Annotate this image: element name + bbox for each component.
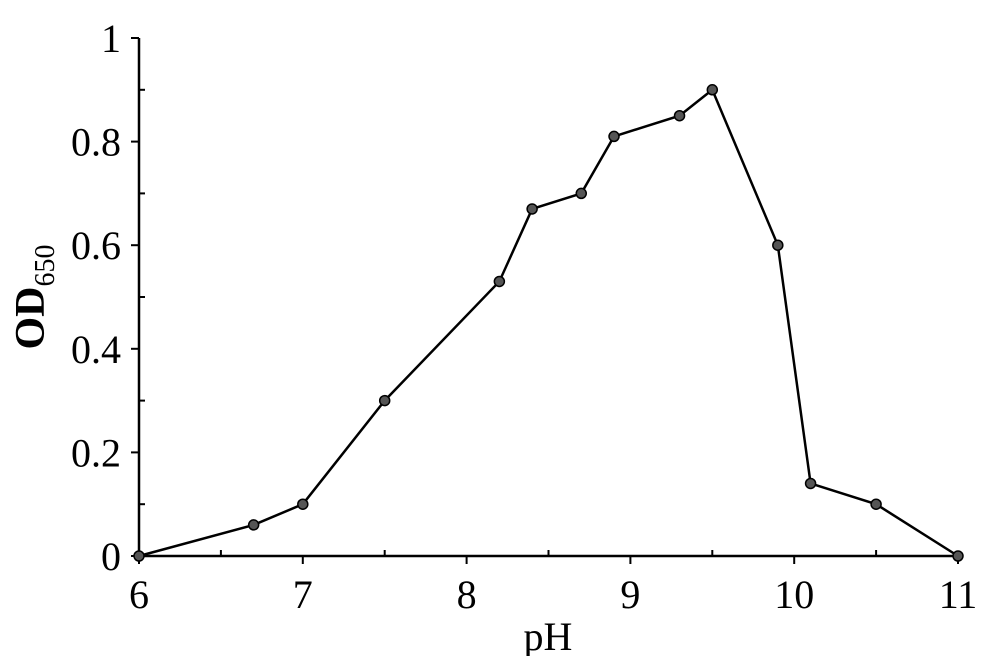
y-tick-label: 0 bbox=[101, 534, 121, 579]
y-tick-label: 0.8 bbox=[71, 120, 121, 165]
y-axis-label: OD650 bbox=[8, 245, 61, 350]
x-tick-label: 11 bbox=[939, 572, 978, 617]
marker bbox=[378, 394, 391, 407]
marker bbox=[526, 203, 538, 215]
marker bbox=[297, 498, 309, 510]
marker bbox=[575, 187, 588, 200]
y-tick-label: 0.6 bbox=[71, 223, 121, 268]
x-tick-label: 9 bbox=[620, 572, 640, 617]
marker bbox=[804, 477, 817, 490]
line bbox=[138, 87, 959, 558]
y-tick-label: 0.4 bbox=[71, 327, 121, 372]
marker bbox=[952, 550, 964, 562]
y-axis-label-main: OD bbox=[8, 287, 54, 350]
marker bbox=[772, 239, 784, 251]
y-tick-label: 0.2 bbox=[71, 430, 121, 475]
marker bbox=[608, 130, 620, 143]
y-axis-label-subscript: 650 bbox=[30, 245, 61, 287]
marker bbox=[247, 519, 260, 531]
y-tick-label: 1 bbox=[101, 16, 121, 61]
marker bbox=[493, 275, 506, 288]
x-tick-label: 6 bbox=[129, 572, 149, 617]
marker bbox=[673, 109, 686, 122]
x-axis-label: pH bbox=[524, 614, 573, 656]
marker bbox=[870, 498, 882, 510]
x-tick-label: 10 bbox=[774, 572, 814, 617]
x-tick-label: 8 bbox=[457, 572, 477, 617]
marker bbox=[133, 550, 145, 562]
x-tick-label: 7 bbox=[293, 572, 313, 617]
marker bbox=[706, 84, 719, 96]
